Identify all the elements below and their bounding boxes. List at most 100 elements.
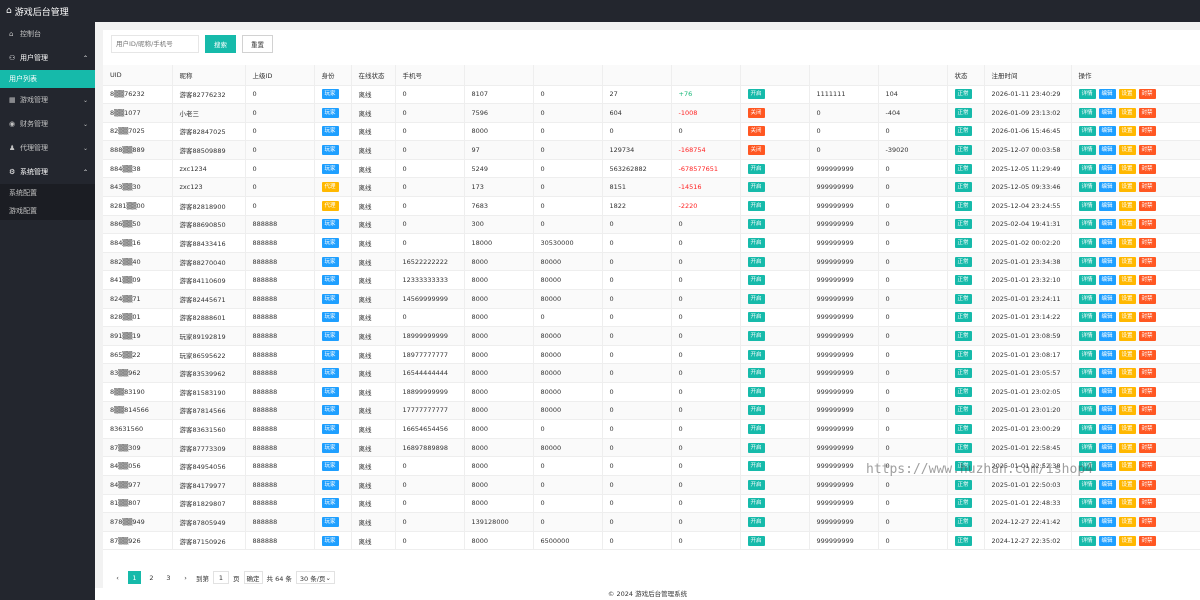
edit-button[interactable]: 编辑	[1098, 535, 1116, 546]
page-3[interactable]: 3	[166, 573, 171, 582]
settings-button[interactable]: 设置	[1118, 107, 1136, 118]
sidebar-subitem-system-config[interactable]: 系统配置	[0, 184, 95, 202]
ban-button[interactable]: 封禁	[1138, 423, 1156, 434]
detail-button[interactable]: 详情	[1078, 386, 1096, 397]
ban-button[interactable]: 封禁	[1138, 461, 1156, 472]
edit-button[interactable]: 编辑	[1098, 256, 1116, 267]
settings-button[interactable]: 设置	[1118, 89, 1136, 100]
edit-button[interactable]: 编辑	[1098, 238, 1116, 249]
ban-button[interactable]: 封禁	[1138, 145, 1156, 156]
settings-button[interactable]: 设置	[1118, 182, 1136, 193]
per-page-select[interactable]: 30 条/页 ⌄	[295, 571, 335, 584]
goto-confirm-button[interactable]: 确定	[243, 571, 263, 584]
edit-button[interactable]: 编辑	[1098, 126, 1116, 137]
ban-button[interactable]: 封禁	[1138, 89, 1156, 100]
detail-button[interactable]: 详情	[1078, 479, 1096, 490]
ban-button[interactable]: 封禁	[1138, 163, 1156, 174]
detail-button[interactable]: 详情	[1078, 107, 1096, 118]
ban-button[interactable]: 封禁	[1138, 293, 1156, 304]
page-1[interactable]: 1	[128, 571, 141, 584]
settings-button[interactable]: 设置	[1118, 331, 1136, 342]
settings-button[interactable]: 设置	[1118, 256, 1136, 267]
detail-button[interactable]: 详情	[1078, 275, 1096, 286]
settings-button[interactable]: 设置	[1118, 238, 1136, 249]
settings-button[interactable]: 设置	[1118, 126, 1136, 137]
ban-button[interactable]: 封禁	[1138, 535, 1156, 546]
ban-button[interactable]: 封禁	[1138, 368, 1156, 379]
edit-button[interactable]: 编辑	[1098, 461, 1116, 472]
ban-button[interactable]: 封禁	[1138, 442, 1156, 453]
settings-button[interactable]: 设置	[1118, 312, 1136, 323]
edit-button[interactable]: 编辑	[1098, 107, 1116, 118]
ban-button[interactable]: 封禁	[1138, 126, 1156, 137]
edit-button[interactable]: 编辑	[1098, 293, 1116, 304]
detail-button[interactable]: 详情	[1078, 535, 1096, 546]
edit-button[interactable]: 编辑	[1098, 442, 1116, 453]
sidebar-subitem-game-config[interactable]: 游戏配置	[0, 202, 95, 220]
reset-button[interactable]: 重置	[242, 35, 273, 53]
sidebar-item-user-mgmt[interactable]: ⚇ 用户管理 ⌃	[0, 46, 95, 70]
ban-button[interactable]: 封禁	[1138, 219, 1156, 230]
edit-button[interactable]: 编辑	[1098, 200, 1116, 211]
ban-button[interactable]: 封禁	[1138, 107, 1156, 118]
detail-button[interactable]: 详情	[1078, 182, 1096, 193]
search-button[interactable]: 搜索	[205, 35, 236, 53]
settings-button[interactable]: 设置	[1118, 275, 1136, 286]
edit-button[interactable]: 编辑	[1098, 312, 1116, 323]
detail-button[interactable]: 详情	[1078, 405, 1096, 416]
ban-button[interactable]: 封禁	[1138, 238, 1156, 249]
detail-button[interactable]: 详情	[1078, 312, 1096, 323]
detail-button[interactable]: 详情	[1078, 238, 1096, 249]
settings-button[interactable]: 设置	[1118, 386, 1136, 397]
ban-button[interactable]: 封禁	[1138, 349, 1156, 360]
settings-button[interactable]: 设置	[1118, 405, 1136, 416]
next-page-icon[interactable]: ›	[184, 573, 187, 582]
ban-button[interactable]: 封禁	[1138, 386, 1156, 397]
ban-button[interactable]: 封禁	[1138, 479, 1156, 490]
settings-button[interactable]: 设置	[1118, 516, 1136, 527]
edit-button[interactable]: 编辑	[1098, 423, 1116, 434]
edit-button[interactable]: 编辑	[1098, 219, 1116, 230]
settings-button[interactable]: 设置	[1118, 461, 1136, 472]
detail-button[interactable]: 详情	[1078, 368, 1096, 379]
settings-button[interactable]: 设置	[1118, 479, 1136, 490]
edit-button[interactable]: 编辑	[1098, 145, 1116, 156]
detail-button[interactable]: 详情	[1078, 89, 1096, 100]
search-input[interactable]	[111, 35, 199, 53]
edit-button[interactable]: 编辑	[1098, 405, 1116, 416]
ban-button[interactable]: 封禁	[1138, 331, 1156, 342]
detail-button[interactable]: 详情	[1078, 516, 1096, 527]
detail-button[interactable]: 详情	[1078, 423, 1096, 434]
detail-button[interactable]: 详情	[1078, 200, 1096, 211]
ban-button[interactable]: 封禁	[1138, 498, 1156, 509]
detail-button[interactable]: 详情	[1078, 126, 1096, 137]
ban-button[interactable]: 封禁	[1138, 312, 1156, 323]
edit-button[interactable]: 编辑	[1098, 498, 1116, 509]
edit-button[interactable]: 编辑	[1098, 182, 1116, 193]
ban-button[interactable]: 封禁	[1138, 182, 1156, 193]
edit-button[interactable]: 编辑	[1098, 89, 1116, 100]
sidebar-item-system-mgmt[interactable]: ⚙ 系统管理 ⌃	[0, 160, 95, 184]
ban-button[interactable]: 封禁	[1138, 516, 1156, 527]
edit-button[interactable]: 编辑	[1098, 516, 1116, 527]
sidebar-item-console[interactable]: ⌂ 控制台	[0, 22, 95, 46]
ban-button[interactable]: 封禁	[1138, 256, 1156, 267]
detail-button[interactable]: 详情	[1078, 219, 1096, 230]
ban-button[interactable]: 封禁	[1138, 275, 1156, 286]
edit-button[interactable]: 编辑	[1098, 479, 1116, 490]
settings-button[interactable]: 设置	[1118, 349, 1136, 360]
app-title[interactable]: ⌂ 游戏后台管理	[6, 5, 69, 18]
edit-button[interactable]: 编辑	[1098, 386, 1116, 397]
settings-button[interactable]: 设置	[1118, 368, 1136, 379]
settings-button[interactable]: 设置	[1118, 200, 1136, 211]
ban-button[interactable]: 封禁	[1138, 200, 1156, 211]
settings-button[interactable]: 设置	[1118, 442, 1136, 453]
detail-button[interactable]: 详情	[1078, 331, 1096, 342]
edit-button[interactable]: 编辑	[1098, 349, 1116, 360]
edit-button[interactable]: 编辑	[1098, 275, 1116, 286]
sidebar-item-game-mgmt[interactable]: ▦ 游戏管理 ⌄	[0, 88, 95, 112]
detail-button[interactable]: 详情	[1078, 293, 1096, 304]
prev-page-icon[interactable]: ‹	[116, 573, 119, 582]
detail-button[interactable]: 详情	[1078, 442, 1096, 453]
detail-button[interactable]: 详情	[1078, 498, 1096, 509]
